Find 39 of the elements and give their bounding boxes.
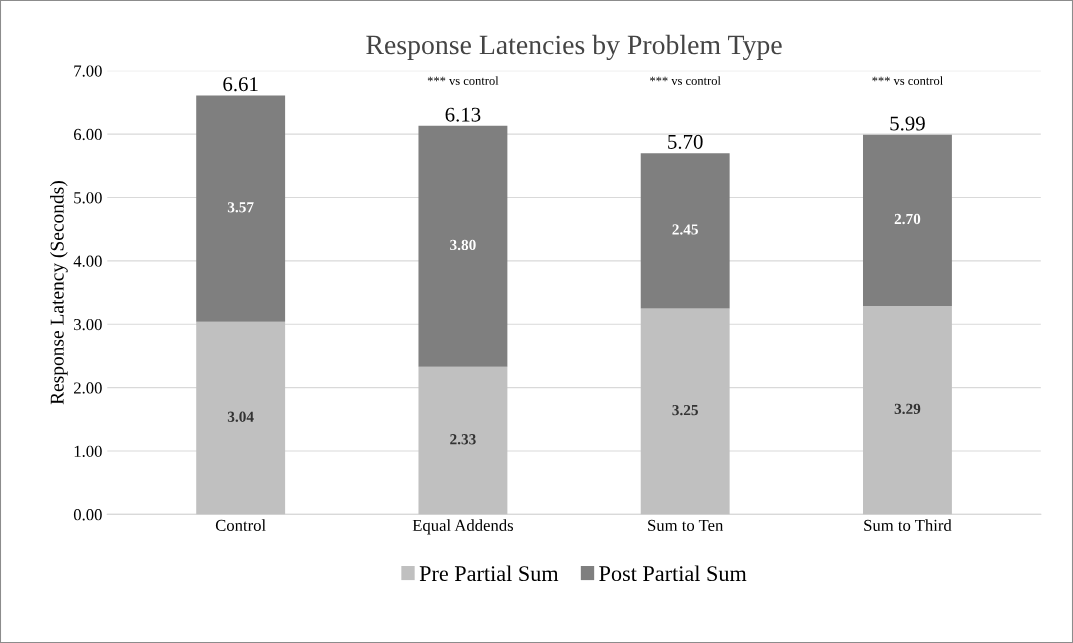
x-tick-label: Equal Addends xyxy=(412,519,514,535)
data-label: 3.29 xyxy=(894,403,921,415)
legend-label: Post Partial Sum xyxy=(599,565,747,582)
bar xyxy=(196,95,286,322)
data-label: 3.25 xyxy=(672,404,698,416)
y-tick-label: 2.00 xyxy=(74,382,102,394)
total-label: 6.61 xyxy=(223,77,258,92)
total-label: 5.70 xyxy=(668,134,703,149)
data-label: 3.57 xyxy=(227,202,254,213)
bar xyxy=(196,321,286,515)
annotation: *** vs control xyxy=(650,76,721,85)
y-tick-label: 4.00 xyxy=(73,255,102,267)
data-label: 2.33 xyxy=(450,434,476,445)
annotation: *** vs control xyxy=(427,76,499,85)
x-tick-label: Sum to Third xyxy=(864,519,952,531)
chart-title: Response Latencies by Problem Type xyxy=(366,34,782,61)
data-label: 2.45 xyxy=(672,224,698,235)
y-tick-label: 6.00 xyxy=(73,128,102,141)
bar xyxy=(418,366,508,515)
total-label: 5.99 xyxy=(890,116,925,131)
data-label: 2.70 xyxy=(894,213,921,225)
y-axis-title: Response Latency (Seconds) xyxy=(50,181,68,405)
data-label: 3.80 xyxy=(450,239,476,251)
bar xyxy=(863,134,952,306)
x-tick-label: Control xyxy=(215,519,266,531)
y-tick-label: 5.00 xyxy=(74,192,102,204)
total-label: 6.13 xyxy=(445,107,481,122)
annotation: *** vs control xyxy=(872,76,943,85)
y-tick-label: 7.00 xyxy=(74,65,102,77)
x-tick-label: Sum to Ten xyxy=(648,519,724,531)
y-tick-label: 0.00 xyxy=(73,509,102,521)
bar xyxy=(640,153,730,309)
bar xyxy=(640,308,730,515)
bar xyxy=(418,125,508,367)
y-tick-label: 1.00 xyxy=(74,445,102,458)
y-tick-label: 3.00 xyxy=(74,318,102,331)
legend-label: Pre Partial Sum xyxy=(419,565,559,582)
bar xyxy=(863,305,952,515)
data-label: 3.04 xyxy=(227,411,254,422)
